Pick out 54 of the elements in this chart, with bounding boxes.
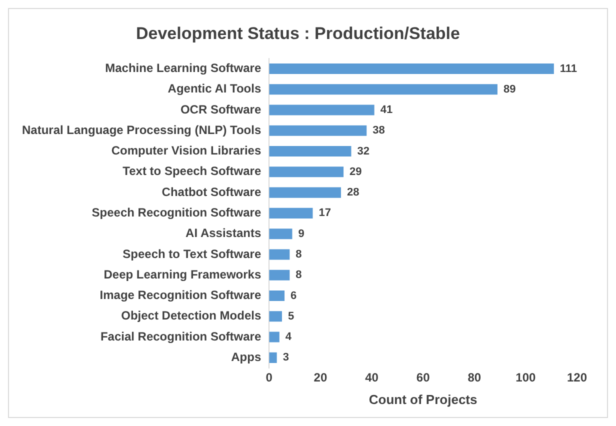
bar [269, 125, 367, 136]
x-tick-label: 40 [365, 370, 379, 385]
data-label: 41 [380, 104, 393, 116]
x-tick-label: 80 [468, 370, 482, 385]
bar [269, 332, 280, 342]
y-tick-label: Speech to Text Software [122, 246, 262, 261]
bar [269, 311, 282, 322]
bar [269, 187, 341, 198]
y-tick-label: OCR Software [180, 102, 262, 116]
data-label: 3 [282, 352, 289, 364]
bar [269, 84, 498, 95]
bar [269, 352, 277, 363]
y-tick-label: Apps [231, 350, 262, 364]
y-tick-label: Agentic AI Tools [168, 82, 262, 96]
data-label: 5 [288, 310, 294, 322]
bar [269, 104, 374, 116]
y-tick-label: Speech Recognition Software [92, 206, 262, 220]
data-label: 4 [285, 331, 292, 344]
data-label: 6 [290, 290, 297, 302]
x-tick-label: 100 [516, 370, 536, 385]
x-tick-label: 20 [314, 370, 328, 385]
y-tick-label: Image Recognition Software [100, 288, 262, 302]
x-tick-label: 60 [416, 370, 430, 385]
bar [269, 228, 292, 240]
data-label: 8 [296, 269, 302, 282]
y-tick-label: Machine Learning Software [105, 61, 262, 76]
bar [269, 146, 352, 157]
bar [269, 208, 313, 218]
y-tick-label: Computer Vision Libraries [111, 144, 262, 158]
data-label: 17 [318, 207, 332, 220]
data-label: 28 [346, 186, 360, 199]
data-label: 111 [560, 62, 578, 75]
bar [269, 290, 285, 302]
bar [269, 63, 554, 74]
y-tick-label: Facial Recognition Software [100, 329, 262, 344]
y-tick-label: AI Assistants [186, 226, 262, 240]
x-tick-label: 0 [266, 370, 273, 385]
bar [269, 270, 290, 280]
bar [269, 249, 290, 260]
data-label: 29 [350, 166, 362, 178]
y-tick-label: Text to Speech Software [122, 164, 262, 178]
y-tick-label: Deep Learning Frameworks [104, 267, 262, 282]
y-tick-label: Chatbot Software [162, 184, 262, 199]
data-label: 8 [296, 248, 302, 261]
x-axis-title: Count of Projects [368, 392, 478, 407]
data-label: 32 [357, 145, 370, 158]
chart-title: Development Status : Production/Stable [136, 24, 460, 43]
data-label: 89 [503, 83, 516, 96]
data-label: 9 [298, 228, 304, 240]
y-tick-label: Natural Language Processing (NLP) Tools [22, 122, 262, 137]
y-tick-label: Object Detection Models [121, 308, 262, 323]
data-label: 38 [372, 124, 385, 137]
x-tick-label: 120 [566, 370, 588, 385]
bar [269, 166, 344, 178]
